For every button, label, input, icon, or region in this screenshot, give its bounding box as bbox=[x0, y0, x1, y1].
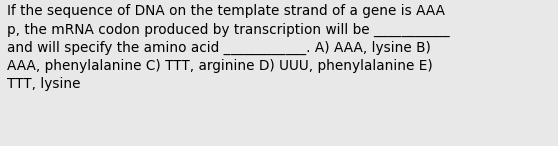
Text: If the sequence of DNA on the template strand of a gene is AAA
p, the mRNA codon: If the sequence of DNA on the template s… bbox=[7, 4, 449, 91]
